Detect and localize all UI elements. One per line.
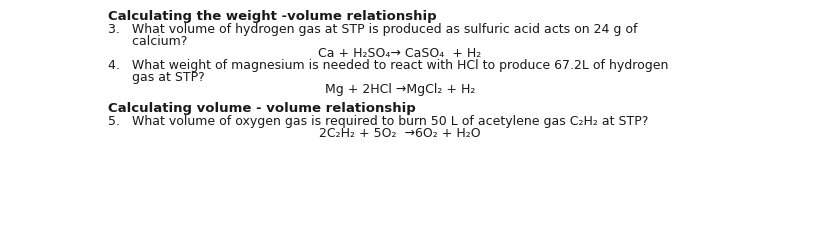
Text: 5.   What volume of oxygen gas is required to burn 50 L of acetylene gas C₂H₂ at: 5. What volume of oxygen gas is required… xyxy=(108,114,648,127)
Text: 3.   What volume of hydrogen gas at STP is produced as sulfuric acid acts on 24 : 3. What volume of hydrogen gas at STP is… xyxy=(108,23,637,36)
Text: calcium?: calcium? xyxy=(108,35,187,48)
Text: 4.   What weight of magnesium is needed to react with HCl to produce 67.2L of hy: 4. What weight of magnesium is needed to… xyxy=(108,59,667,72)
Text: Ca + H₂SO₄→ CaSO₄  + H₂: Ca + H₂SO₄→ CaSO₄ + H₂ xyxy=(318,47,481,60)
Text: 2C₂H₂ + 5O₂  →6O₂ + H₂O: 2C₂H₂ + 5O₂ →6O₂ + H₂O xyxy=(318,126,480,139)
Text: Calculating volume - volume relationship: Calculating volume - volume relationship xyxy=(108,101,415,114)
Text: Calculating the weight -volume relationship: Calculating the weight -volume relations… xyxy=(108,10,436,23)
Text: Mg + 2HCl →MgCl₂ + H₂: Mg + 2HCl →MgCl₂ + H₂ xyxy=(324,83,475,96)
Text: gas at STP?: gas at STP? xyxy=(108,71,204,84)
